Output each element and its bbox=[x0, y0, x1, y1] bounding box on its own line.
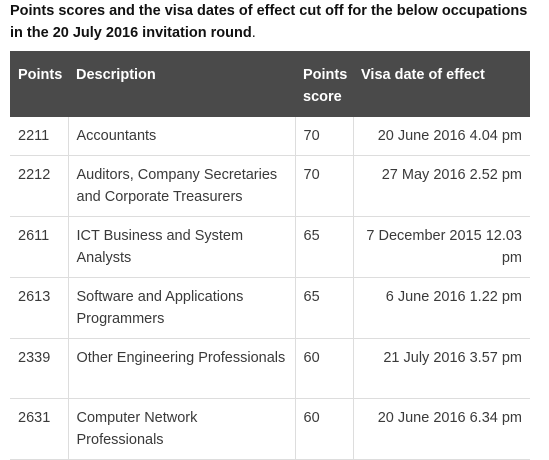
table-row: 2613 Software and Applications Programme… bbox=[10, 277, 530, 339]
header-points-score: Points score bbox=[295, 51, 353, 117]
cell-code: 2212 bbox=[10, 155, 69, 217]
table-row: 2212 Auditors, Company Secretaries and C… bbox=[10, 155, 530, 217]
cell-description: Other Engineering Professionals bbox=[68, 338, 296, 399]
cell-score: 65 bbox=[295, 277, 354, 339]
cell-date: 21 July 2016 3.57 pm bbox=[353, 338, 530, 399]
cell-description: Accountants bbox=[68, 117, 296, 156]
cell-code: 2339 bbox=[10, 338, 69, 399]
cell-code: 2611 bbox=[10, 216, 69, 278]
cell-score: 60 bbox=[295, 398, 354, 460]
table-row: 2611 ICT Business and System Analysts 65… bbox=[10, 216, 530, 278]
cell-description: Computer Network Professionals bbox=[68, 398, 296, 460]
occupation-cutoff-table: Points Description Points score Visa dat… bbox=[10, 51, 530, 460]
cell-code: 2211 bbox=[10, 117, 69, 156]
cell-score: 70 bbox=[295, 117, 354, 156]
cell-date: 20 June 2016 4.04 pm bbox=[353, 117, 530, 156]
table-row: 2211 Accountants 70 20 June 2016 4.04 pm bbox=[10, 117, 530, 156]
cell-date: 27 May 2016 2.52 pm bbox=[353, 155, 530, 217]
header-visa-date: Visa date of effect bbox=[353, 51, 530, 117]
cell-date: 7 December 2015 12.03 pm bbox=[353, 216, 530, 278]
intro-period: . bbox=[251, 25, 256, 41]
header-description: Description bbox=[68, 51, 295, 117]
cell-description: Software and Applications Programmers bbox=[68, 277, 296, 339]
header-points: Points bbox=[10, 51, 68, 117]
table-header-row: Points Description Points score Visa dat… bbox=[10, 51, 530, 117]
cell-code: 2613 bbox=[10, 277, 69, 339]
table-row: 2631 Computer Network Professionals 60 2… bbox=[10, 398, 530, 460]
cell-score: 70 bbox=[295, 155, 354, 217]
intro-bold-text: Points scores and the visa dates of effe… bbox=[10, 3, 528, 41]
intro-paragraph: Points scores and the visa dates of effe… bbox=[10, 0, 540, 44]
cell-description: ICT Business and System Analysts bbox=[68, 216, 296, 278]
cell-score: 60 bbox=[295, 338, 354, 399]
cell-score: 65 bbox=[295, 216, 354, 278]
cell-date: 6 June 2016 1.22 pm bbox=[353, 277, 530, 339]
cell-code: 2631 bbox=[10, 398, 69, 460]
cell-date: 20 June 2016 6.34 pm bbox=[353, 398, 530, 460]
cell-description: Auditors, Company Secretaries and Corpor… bbox=[68, 155, 296, 217]
table-row: 2339 Other Engineering Professionals 60 … bbox=[10, 338, 530, 399]
